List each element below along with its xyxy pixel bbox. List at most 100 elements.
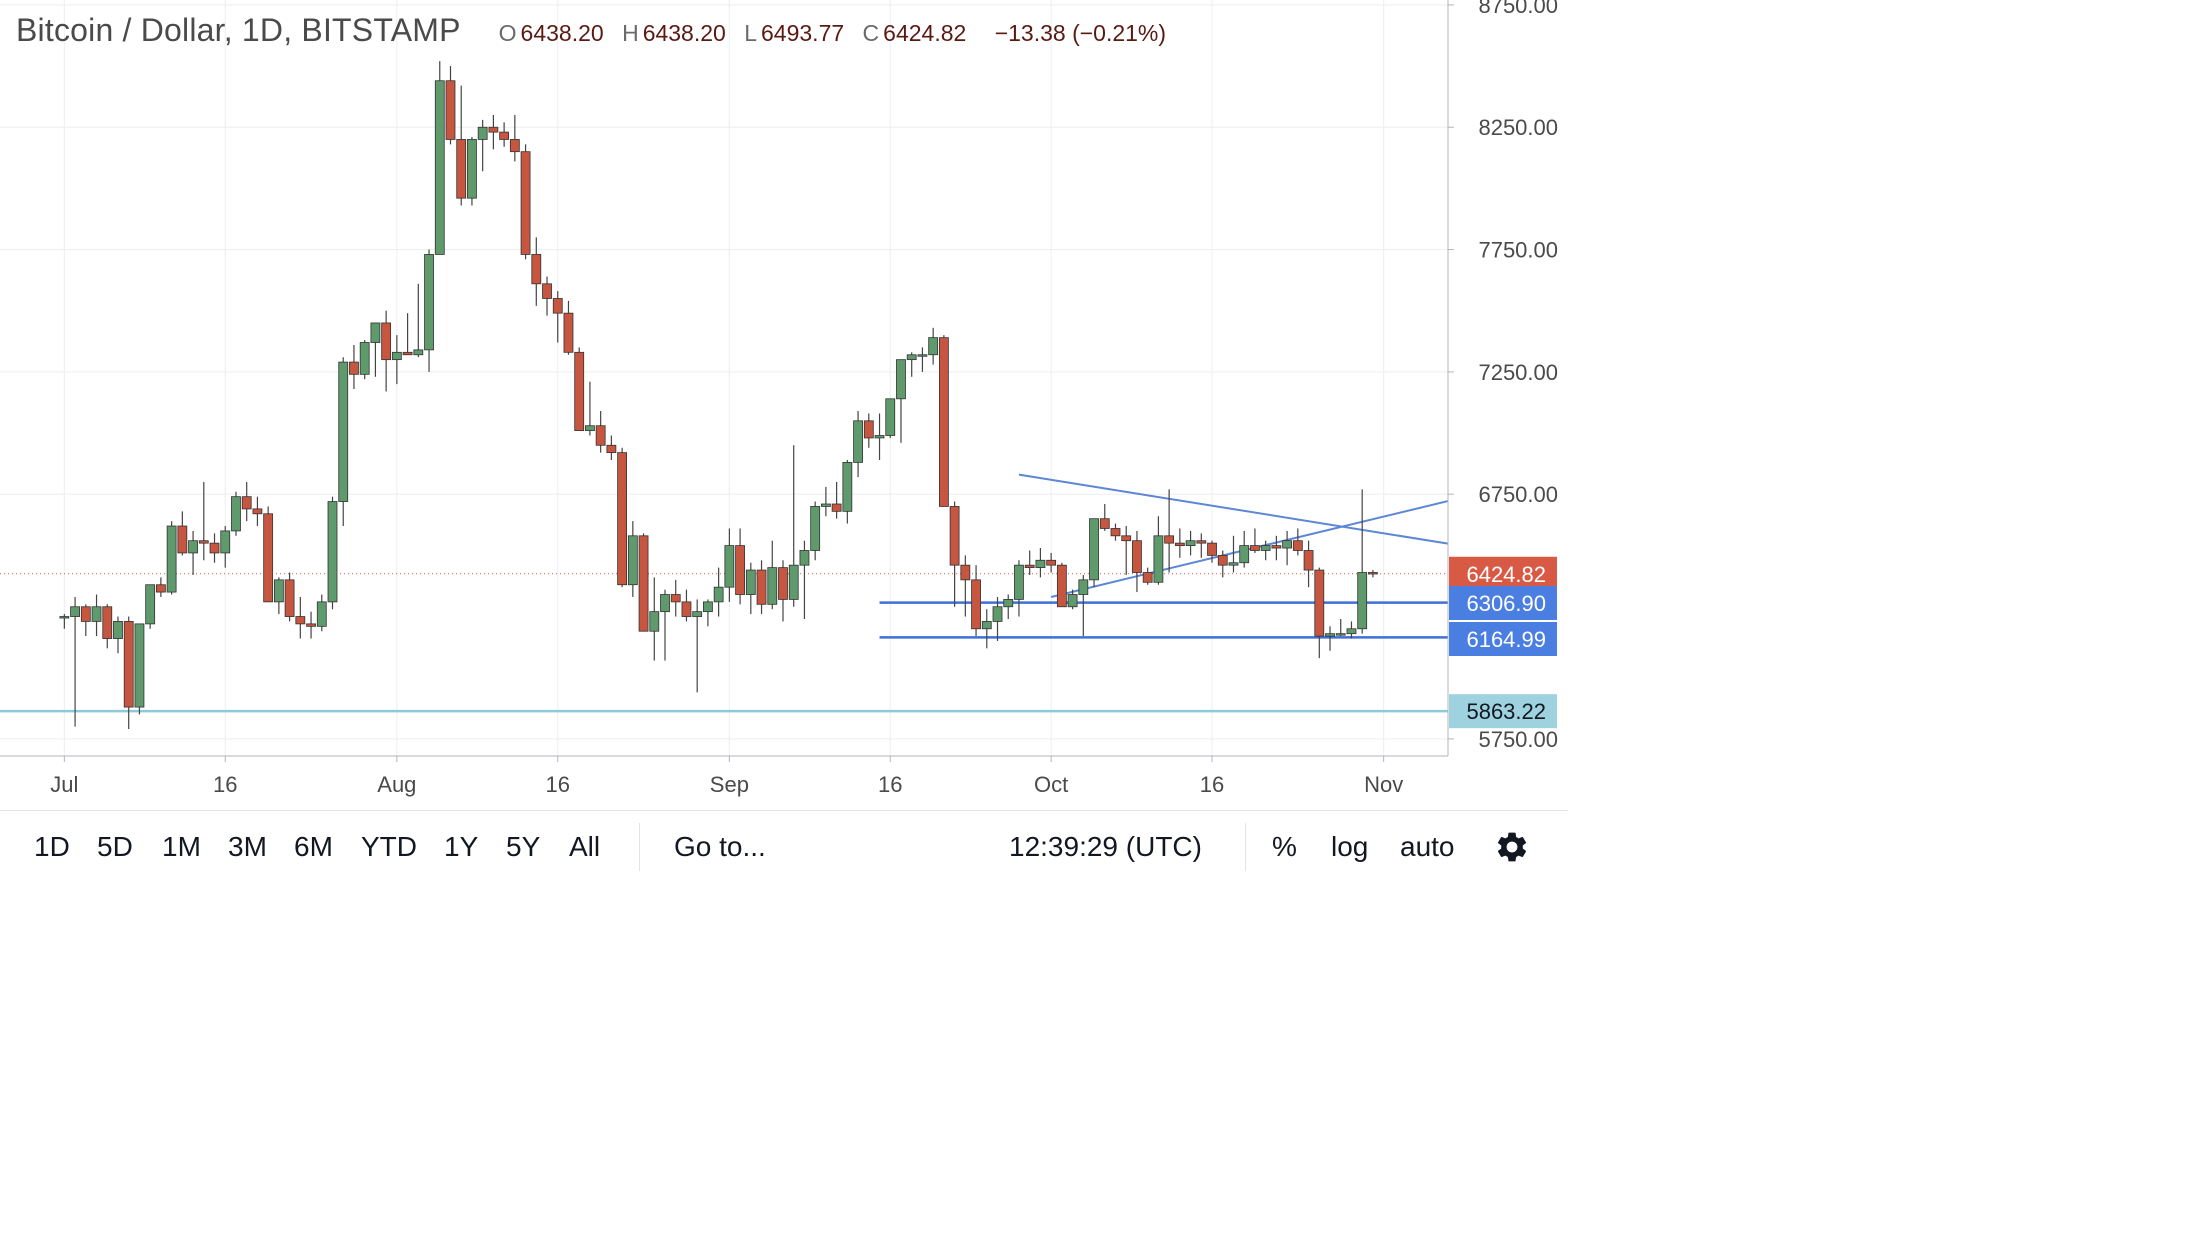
candle-body (1325, 633, 1335, 637)
candle-body (960, 564, 971, 581)
candle-body (531, 254, 542, 285)
auto-scale-toggle[interactable]: auto (1400, 831, 1455, 862)
y-tick-label: 5750.00 (1478, 727, 1558, 752)
toolbar-divider (1245, 823, 1246, 871)
y-tick-label: 8250.00 (1478, 115, 1558, 140)
range-5d-button[interactable]: 5D (97, 831, 133, 862)
price-label-text: 6306.90 (1466, 591, 1546, 616)
price-chart[interactable]: 8750.00 8250.00 7750.00 7250.00 6750.00 5750.… (0, 0, 1568, 810)
candle-body (885, 398, 896, 436)
candle-body (938, 337, 949, 507)
candle-body (424, 254, 434, 351)
candle-body (1271, 545, 1282, 549)
x-tick-label: 16 (1200, 772, 1224, 797)
candle-body (509, 139, 520, 153)
candle-body (606, 444, 617, 454)
ohlc-open-value: 6438.20 (520, 20, 604, 46)
range-1m-button[interactable]: 1M (162, 831, 201, 862)
percent-scale-toggle[interactable]: % (1272, 831, 1297, 862)
x-tick-label: 16 (878, 772, 902, 797)
ohlc-high-value: 6438.20 (642, 20, 726, 46)
candle-body (992, 606, 1003, 622)
candle-body (1142, 572, 1153, 583)
candle-body (799, 550, 810, 566)
y-tick-label: 8750.00 (1478, 0, 1558, 18)
candle-body (542, 283, 552, 299)
candle-body (1046, 559, 1057, 566)
price-label-box (1449, 694, 1557, 729)
candle-body (306, 623, 316, 627)
candle-body (477, 126, 488, 140)
candle-body (1174, 542, 1185, 546)
candle-body (59, 616, 70, 619)
candle-body (874, 435, 885, 439)
candle-body (649, 611, 660, 632)
candle-body (316, 601, 327, 627)
candle-body (1217, 554, 1228, 566)
candle-body (1196, 540, 1207, 544)
candle-body (252, 508, 263, 515)
gear-icon[interactable] (1494, 829, 1530, 865)
candle-body (1368, 572, 1378, 575)
candle-body (928, 337, 939, 356)
candle-body (842, 462, 853, 512)
candle-body (820, 503, 831, 507)
candle-body (1346, 628, 1357, 635)
price-label-box (1449, 556, 1557, 591)
price-label: 5863.22 (1449, 694, 1557, 729)
candle-body (1024, 564, 1035, 569)
range-1d-button[interactable]: 1D (34, 831, 70, 862)
range-ytd-button[interactable]: YTD (361, 831, 417, 862)
ohlc-values: O 6438.20 H 6438.20 L 6493.77 C 6424.82 −13.… (499, 20, 1166, 47)
candle-body (1121, 535, 1132, 542)
candle-body (102, 606, 113, 639)
candle-body (681, 601, 692, 617)
range-all-button[interactable]: All (569, 831, 601, 862)
candle-body (1110, 528, 1121, 537)
log-scale-toggle[interactable]: log (1331, 831, 1369, 862)
candle-body (1239, 545, 1250, 564)
goto-date-button[interactable]: Go to... (674, 831, 766, 862)
range-5y-button[interactable]: 5Y (506, 831, 541, 862)
candle-body (145, 584, 156, 625)
candle-body (756, 569, 767, 605)
candle-body (735, 545, 745, 595)
price-label-box (1449, 586, 1557, 620)
utc-clock[interactable]: 12:39:29 (UTC) (1009, 831, 1202, 862)
candle-body (359, 342, 370, 375)
range-6m-button[interactable]: 6M (294, 831, 333, 862)
candle-body (703, 601, 713, 613)
candle-body (896, 359, 906, 400)
candle-body (370, 322, 381, 343)
candle-body (123, 621, 134, 708)
candle-body (155, 584, 166, 593)
candle-body (220, 530, 231, 554)
candle-body (1303, 550, 1314, 571)
candle-body (1292, 540, 1303, 551)
price-label-text: 5863.22 (1466, 699, 1546, 724)
trend-line (1050, 500, 1449, 598)
candle-body (1003, 599, 1014, 608)
candle-body (863, 420, 874, 439)
candle-body (638, 535, 649, 632)
y-tick-label: 7750.00 (1478, 238, 1558, 263)
symbol-title: Bitcoin / Dollar, 1D, BITSTAMP (16, 12, 461, 48)
y-tick-label: 7250.00 (1478, 360, 1558, 385)
candle-body (499, 131, 510, 140)
range-3m-button[interactable]: 3M (228, 831, 267, 862)
toolbar-divider (639, 823, 640, 871)
x-tick-label: Aug (377, 772, 416, 797)
range-1y-button[interactable]: 1Y (444, 831, 479, 862)
candle-body (724, 545, 735, 588)
candle-body (166, 525, 177, 593)
trend-line (1018, 473, 1449, 545)
x-tick-label: Nov (1364, 772, 1403, 797)
candle-body (445, 80, 456, 140)
candle-body (70, 606, 80, 617)
candle-body (670, 594, 681, 603)
candle-body (391, 351, 402, 361)
candle-body (1228, 562, 1239, 566)
candle-body (810, 506, 821, 551)
candle-body (713, 586, 724, 603)
candle-body (456, 139, 467, 199)
